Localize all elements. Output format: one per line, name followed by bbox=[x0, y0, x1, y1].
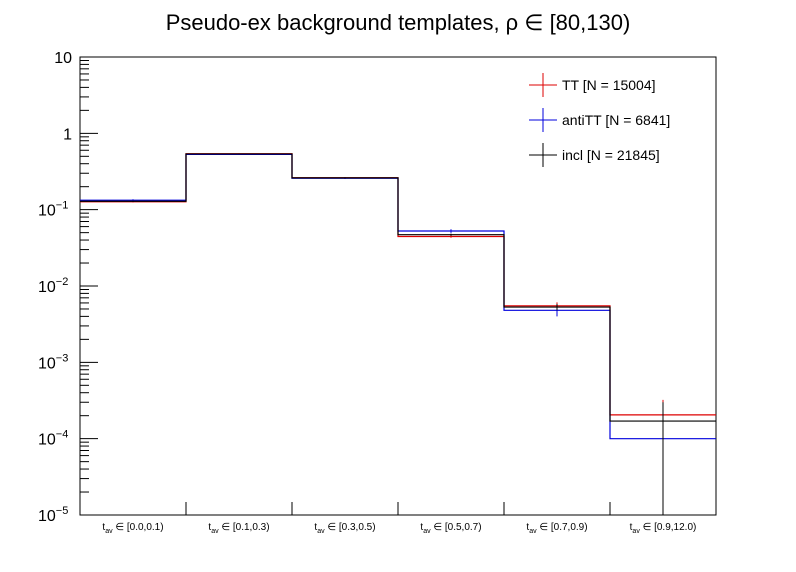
x-category-range: ∈ [0.9,12.0) bbox=[640, 522, 697, 533]
y-tick-base: 10 bbox=[38, 279, 56, 296]
y-tick-base: 10 bbox=[38, 355, 56, 372]
x-category-label: tav ∈ [0.3,0.5) bbox=[314, 522, 375, 535]
x-category-range: ∈ [0.1,0.3) bbox=[219, 522, 270, 533]
y-tick-label: 10 bbox=[54, 50, 72, 67]
legend-item-TT: TT [N = 15004] bbox=[529, 73, 656, 97]
y-tick-base: 1 bbox=[63, 126, 72, 143]
legend-item-incl: incl [N = 21845] bbox=[529, 143, 660, 167]
y-tick-base: 10 bbox=[38, 508, 56, 525]
series-layer bbox=[80, 153, 716, 515]
legend-item-antiTT: antiTT [N = 6841] bbox=[529, 108, 670, 132]
x-category-label: tav ∈ [0.1,0.3) bbox=[208, 522, 269, 535]
x-category-range: ∈ [0.0,0.1) bbox=[113, 522, 164, 533]
x-category-subscript: av bbox=[211, 528, 219, 535]
x-axis: tav ∈ [0.0,0.1) tav ∈ [0.1,0.3) tav ∈ [0.3… bbox=[102, 502, 696, 535]
series-step-line-incl bbox=[80, 153, 716, 422]
x-category-label: tav ∈ [0.5,0.7) bbox=[420, 522, 481, 535]
y-tick-base: 10 bbox=[38, 432, 56, 449]
x-category-subscript: av bbox=[632, 528, 640, 535]
y-tick-base: 10 bbox=[38, 203, 56, 220]
y-tick-label: 10−2 bbox=[38, 276, 68, 296]
y-tick-label: 1 bbox=[63, 126, 72, 143]
x-category-label: tav ∈ [0.0,0.1) bbox=[102, 522, 163, 535]
legend-label-antiTT: antiTT [N = 6841] bbox=[562, 112, 670, 128]
y-tick-label: 10−1 bbox=[38, 200, 68, 220]
y-tick-exponent: −4 bbox=[56, 429, 69, 441]
x-category-variable: t bbox=[314, 522, 317, 533]
x-category-range: ∈ [0.5,0.7) bbox=[431, 522, 482, 533]
y-tick-exponent: −2 bbox=[56, 276, 69, 288]
series-incl bbox=[80, 153, 716, 515]
y-tick-label: 10−4 bbox=[38, 429, 68, 449]
x-category-variable: t bbox=[630, 522, 633, 533]
x-category-label: tav ∈ [0.9,12.0) bbox=[630, 522, 697, 535]
y-tick-label: 10−5 bbox=[38, 505, 68, 525]
x-category-variable: t bbox=[102, 522, 105, 533]
x-category-subscript: av bbox=[317, 528, 325, 535]
x-category-subscript: av bbox=[105, 528, 113, 535]
legend: TT [N = 15004] antiTT [N = 6841] incl [N =… bbox=[529, 73, 670, 167]
legend-label-TT: TT [N = 15004] bbox=[562, 77, 656, 93]
x-category-variable: t bbox=[208, 522, 211, 533]
x-category-variable: t bbox=[420, 522, 423, 533]
x-category-label: tav ∈ [0.7,0.9) bbox=[526, 522, 587, 535]
y-tick-exponent: −1 bbox=[56, 200, 69, 212]
x-category-range: ∈ [0.3,0.5) bbox=[325, 522, 376, 533]
chart-title: Pseudo-ex background templates, ρ ∈ [80,… bbox=[166, 10, 631, 35]
x-category-range: ∈ [0.7,0.9) bbox=[537, 522, 588, 533]
y-tick-label: 10−3 bbox=[38, 352, 68, 372]
legend-label-incl: incl [N = 21845] bbox=[562, 147, 660, 163]
x-category-variable: t bbox=[526, 522, 529, 533]
x-category-subscript: av bbox=[423, 528, 431, 535]
y-tick-exponent: −5 bbox=[56, 505, 69, 517]
x-category-subscript: av bbox=[529, 528, 537, 535]
y-tick-base: 10 bbox=[54, 50, 72, 67]
y-tick-exponent: −3 bbox=[56, 352, 69, 364]
